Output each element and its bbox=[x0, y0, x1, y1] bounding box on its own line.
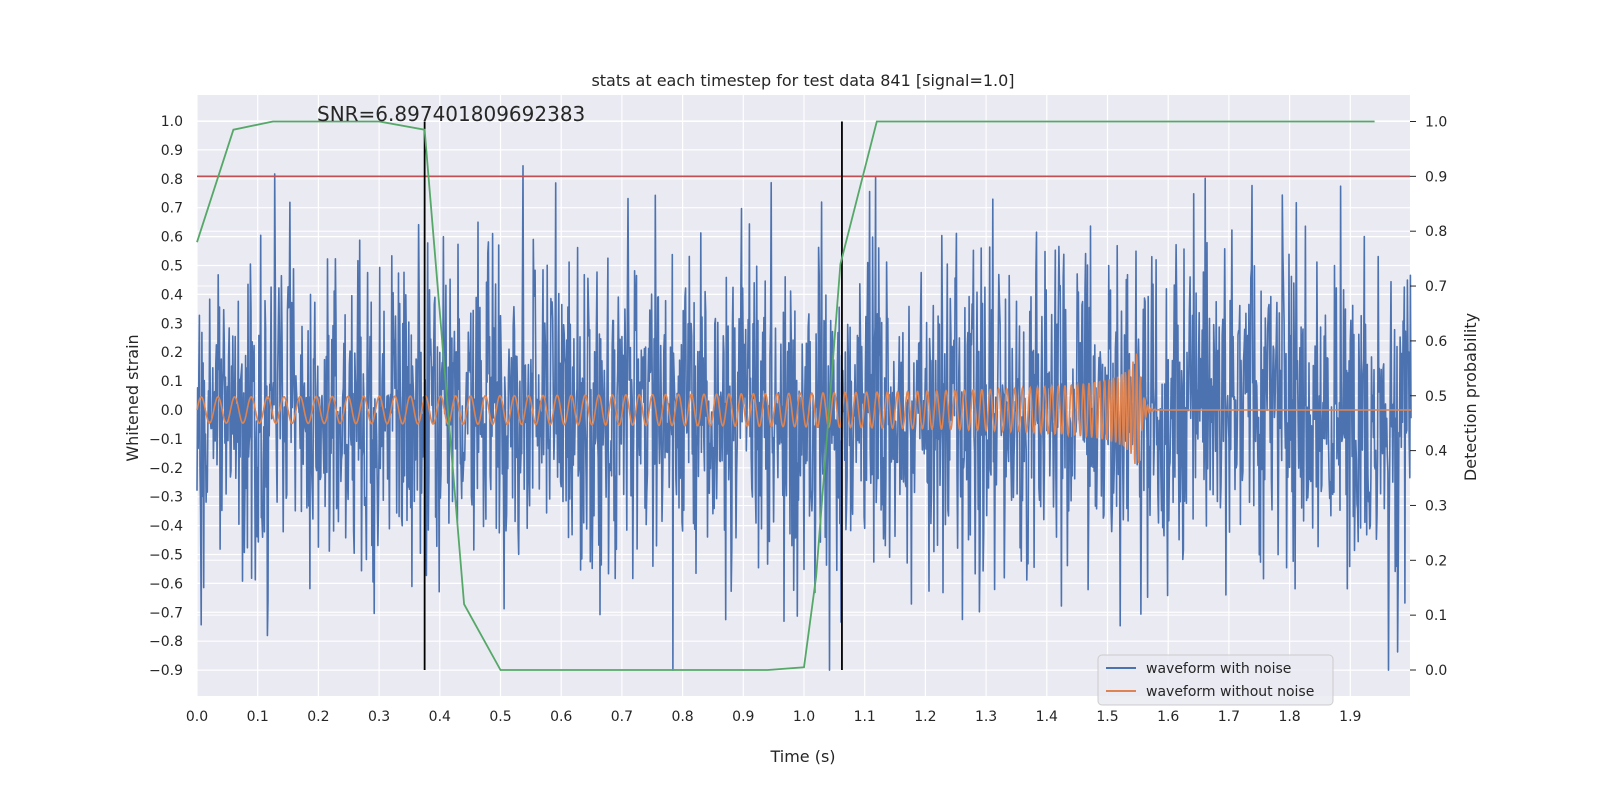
y-tick-label: 0.0 bbox=[161, 403, 183, 419]
snr-annotation: SNR=6.897401809692383 bbox=[317, 102, 585, 126]
y2-tick-label: 1.0 bbox=[1425, 115, 1447, 131]
x-tick-label: 1.7 bbox=[1218, 709, 1240, 725]
legend-label-clean: waveform without noise bbox=[1146, 684, 1314, 700]
series-waveform-with-noise bbox=[196, 165, 1412, 671]
y-tick-label: 0.2 bbox=[161, 345, 183, 361]
y-tick-label: 0.3 bbox=[161, 316, 183, 332]
y-tick-label: 0.5 bbox=[161, 259, 183, 275]
y-axis-label: Whitened strain bbox=[123, 334, 142, 461]
y-tick-label: −0.8 bbox=[149, 634, 183, 650]
x-tick-label: 0.1 bbox=[247, 709, 269, 725]
y-tick-label: 0.1 bbox=[161, 374, 183, 390]
y2-tick-label: 0.5 bbox=[1425, 389, 1447, 405]
y-tick-label: −0.6 bbox=[149, 576, 183, 592]
x-tick-label: 0.7 bbox=[611, 709, 633, 725]
y2-tick-label: 0.0 bbox=[1425, 663, 1447, 679]
legend: waveform with noise waveform without noi… bbox=[1097, 654, 1334, 706]
x-tick-label: 0.5 bbox=[489, 709, 511, 725]
y-tick-label: 0.6 bbox=[161, 230, 183, 246]
y2-axis-label: Detection probability bbox=[1461, 313, 1480, 481]
y2-tick-label: 0.8 bbox=[1425, 224, 1447, 240]
legend-label-noisy: waveform with noise bbox=[1146, 661, 1291, 677]
y2-tick-label: 0.9 bbox=[1425, 169, 1447, 185]
y2-tick-label: 0.3 bbox=[1425, 498, 1447, 514]
series-layer bbox=[196, 120, 1412, 671]
series-detection-probability bbox=[196, 120, 1375, 671]
y2-tick-label: 0.6 bbox=[1425, 334, 1447, 350]
y-tick-label: 1.0 bbox=[161, 114, 183, 130]
y-tick-label: 0.8 bbox=[161, 172, 183, 188]
chart-title: stats at each timestep for test data 841… bbox=[591, 71, 1014, 90]
series-waveform-without-noise bbox=[196, 353, 1411, 464]
y-tick-label: −0.5 bbox=[149, 548, 183, 564]
y-tick-label: 0.7 bbox=[161, 201, 183, 217]
y2-tick-label: 0.4 bbox=[1425, 444, 1447, 460]
y2-tick-label: 0.7 bbox=[1425, 279, 1447, 295]
y-tick-label: −0.1 bbox=[149, 432, 183, 448]
x-tick-label: 1.1 bbox=[854, 709, 876, 725]
x-tick-label: 0.4 bbox=[429, 709, 451, 725]
x-tick-label: 1.8 bbox=[1278, 709, 1300, 725]
y-tick-label: −0.2 bbox=[149, 461, 183, 477]
x-tick-label: 1.0 bbox=[793, 709, 815, 725]
x-axis-label: Time (s) bbox=[769, 747, 835, 766]
y-tick-label: −0.3 bbox=[149, 490, 183, 506]
x-tick-label: 1.4 bbox=[1036, 709, 1058, 725]
x-tick-label: 1.6 bbox=[1157, 709, 1179, 725]
legend-box bbox=[1097, 654, 1334, 706]
y-tick-label: −0.9 bbox=[149, 663, 183, 679]
x-tick-label: 1.2 bbox=[914, 709, 936, 725]
y-tick-label: 0.4 bbox=[161, 287, 183, 303]
x-tick-label: 0.2 bbox=[307, 709, 329, 725]
x-tick-label: 0.6 bbox=[550, 709, 572, 725]
x-tick-label: 1.5 bbox=[1096, 709, 1118, 725]
ticks: 0.0 0.1 0.2 0.3 0.4 0.5 0.6 0.7 0.8 0.9 1.0 1.1 1.2 1… bbox=[149, 114, 1447, 725]
x-tick-label: 1.9 bbox=[1339, 709, 1361, 725]
x-tick-label: 0.9 bbox=[732, 709, 754, 725]
x-tick-label: 0.3 bbox=[368, 709, 390, 725]
x-tick-label: 1.3 bbox=[975, 709, 997, 725]
y-tick-label: −0.4 bbox=[149, 519, 183, 535]
y-tick-label: 0.9 bbox=[161, 143, 183, 159]
y2-tick-label: 0.1 bbox=[1425, 608, 1447, 624]
y-tick-label: −0.7 bbox=[149, 605, 183, 621]
y2-tick-label: 0.2 bbox=[1425, 553, 1447, 569]
x-tick-label: 0.0 bbox=[186, 709, 208, 725]
x-tick-label: 0.8 bbox=[671, 709, 693, 725]
